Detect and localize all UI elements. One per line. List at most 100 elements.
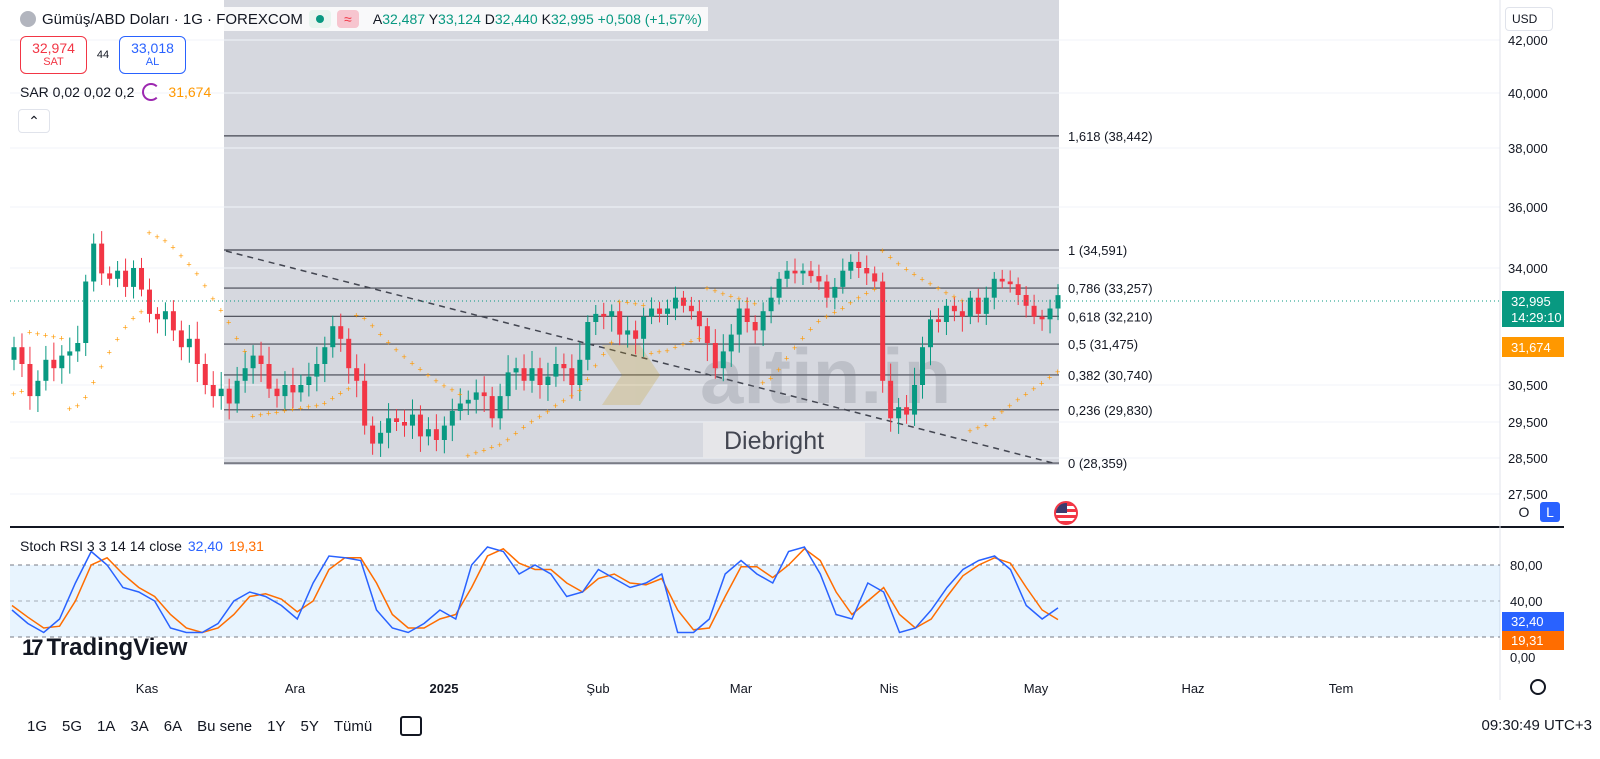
- refresh-icon[interactable]: [142, 83, 161, 101]
- sar-dot: +: [1007, 401, 1012, 411]
- candle-body: [51, 359, 57, 369]
- sar-dot: +: [1047, 373, 1052, 383]
- stoch-axis[interactable]: 80,00 40,00 0,00: [1510, 558, 1543, 665]
- wave-icon[interactable]: ≈: [336, 10, 359, 28]
- sar-dot: +: [529, 417, 534, 427]
- clock[interactable]: 09:30:49 UTC+3: [1481, 717, 1593, 734]
- candle-body: [657, 308, 663, 314]
- candle-body: [330, 326, 336, 348]
- timeframe-button[interactable]: 6A: [163, 717, 183, 735]
- candle-body: [641, 316, 647, 339]
- candle-body: [131, 268, 137, 287]
- sar-dot: +: [521, 422, 526, 432]
- calendar-icon[interactable]: [400, 716, 423, 736]
- candle-body: [991, 278, 997, 298]
- timeframe-button[interactable]: 1Y: [267, 717, 286, 735]
- candle-body: [904, 407, 910, 415]
- symbol-title[interactable]: Gümüş/ABD Doları · 1G · FOREXCOM: [42, 10, 303, 28]
- candle-body: [959, 311, 965, 317]
- us-flag-icon[interactable]: [1054, 501, 1078, 525]
- timeframe-button[interactable]: 3A: [130, 717, 149, 735]
- sell-button[interactable]: 32,974 SAT: [20, 36, 87, 74]
- candle-body: [760, 311, 766, 331]
- sar-dot: +: [298, 403, 303, 413]
- candle-body: [744, 308, 750, 322]
- stoch-k-tag: 32,40: [1502, 612, 1564, 631]
- candle-body: [19, 347, 25, 364]
- fib-level-label: 0,618 (32,210): [1068, 309, 1153, 324]
- candle-body: [816, 276, 822, 282]
- time-axis-label: Haz: [1181, 681, 1204, 696]
- sar-dot: +: [967, 426, 972, 436]
- fib-level-label: 0,786 (33,257): [1068, 281, 1153, 296]
- timeframe-button[interactable]: Bu sene: [197, 717, 253, 735]
- timeframe-button[interactable]: 5G: [62, 717, 83, 735]
- candle-body: [346, 338, 352, 369]
- sar-dot: +: [545, 407, 550, 417]
- trade-panel: 32,974 SAT 44 33,018 AL: [20, 36, 186, 74]
- candle-body: [91, 243, 97, 282]
- candle-body: [951, 305, 957, 312]
- stoch-label[interactable]: Stoch RSI 3 3 14 14 close: [20, 538, 182, 554]
- candle-body: [688, 305, 694, 312]
- sar-dot: +: [338, 389, 343, 399]
- timeframe-button[interactable]: 1G: [27, 717, 48, 735]
- sar-dot: +: [776, 365, 781, 375]
- timeframe-button[interactable]: 1A: [97, 717, 116, 735]
- sar-dot: +: [107, 348, 112, 358]
- log-scale-button[interactable]: O: [1518, 504, 1530, 520]
- time-axis[interactable]: Kas Ara 2025 Şub Mar Nis May Haz Tem: [136, 681, 1353, 696]
- currency-selector[interactable]: USD: [1505, 7, 1553, 31]
- collapse-legend-button[interactable]: ⌃: [18, 109, 50, 133]
- settings-icon[interactable]: [1530, 679, 1546, 695]
- candle-body: [473, 392, 479, 400]
- sar-dot: +: [497, 440, 502, 450]
- price-axis[interactable]: 42,000 40,000 38,000 36,000 34,000 30,500 29,5…: [1508, 33, 1548, 502]
- candle-body: [107, 273, 113, 279]
- sar-dot: +: [465, 451, 470, 461]
- linear-scale-button[interactable]: L: [1540, 502, 1560, 522]
- candle-body: [800, 270, 806, 274]
- candle-body: [545, 376, 551, 385]
- candle-body: [402, 422, 408, 426]
- stoch-k-value: 32,40: [187, 538, 223, 554]
- time-axis-label: May: [1024, 681, 1049, 696]
- fib-level-label: 0,382 (30,740): [1068, 368, 1153, 383]
- timeframe-button[interactable]: 5Y: [300, 717, 319, 735]
- buy-button[interactable]: 33,018 AL: [119, 36, 186, 74]
- sar-dot: +: [848, 298, 853, 308]
- sar-dot: +: [162, 236, 167, 246]
- candle-body: [266, 364, 272, 389]
- candle-body: [338, 326, 344, 339]
- sar-dot: +: [553, 401, 558, 411]
- fib-retracement[interactable]: 1,618 (38,442) 1 (34,591) 0,786 (33,257) 0,…: [224, 129, 1153, 471]
- candle-body: [585, 322, 591, 360]
- tradingview-logo[interactable]: 17 TradingView: [22, 634, 187, 662]
- sar-dot: +: [386, 337, 391, 347]
- candle-body: [441, 425, 447, 440]
- time-axis-label: 2025: [430, 681, 459, 696]
- sar-dot: +: [258, 410, 263, 420]
- fib-level-label: 0,5 (31,475): [1068, 337, 1138, 352]
- timeframe-button[interactable]: Tümü: [333, 717, 373, 735]
- sar-dot: +: [210, 294, 215, 304]
- candle-body: [306, 376, 312, 385]
- candle-body: [409, 414, 415, 426]
- sar-dot: +: [266, 409, 271, 419]
- sar-label[interactable]: SAR 0,02 0,02 0,2: [20, 84, 135, 100]
- sar-dot: +: [872, 284, 877, 294]
- sar-dot: +: [537, 412, 542, 422]
- candle-body: [768, 297, 774, 312]
- candle-body: [354, 368, 360, 381]
- fib-level-label: 1 (34,591): [1068, 243, 1127, 258]
- candle-body: [433, 429, 439, 440]
- time-axis-label: Tem: [1329, 681, 1354, 696]
- candle-body: [927, 319, 933, 348]
- sar-dot: +: [226, 318, 231, 328]
- candle-body: [848, 261, 854, 271]
- candle-body: [1055, 295, 1061, 309]
- market-open-icon[interactable]: [308, 10, 331, 28]
- sar-dot: +: [513, 428, 518, 438]
- candle-body: [888, 380, 894, 419]
